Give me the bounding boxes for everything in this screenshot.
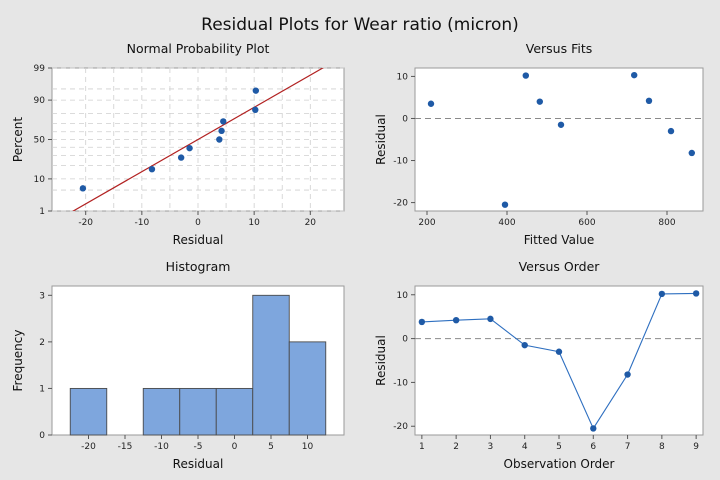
data-point xyxy=(522,72,529,79)
x-tick-label: 4 xyxy=(522,442,528,452)
y-axis-label: Residual xyxy=(374,335,388,386)
data-point xyxy=(418,318,426,326)
data-point xyxy=(252,106,259,114)
x-tick-label: -10 xyxy=(154,442,169,452)
y-tick-label: 0 xyxy=(402,114,408,124)
y-tick-label: 99 xyxy=(34,64,46,74)
data-point xyxy=(218,127,225,135)
y-tick-label: 50 xyxy=(34,136,46,146)
panel-versus-fits: Versus Fits Fitted Value Residual 200 400 600… xyxy=(374,41,704,247)
x-axis-label: Fitted Value xyxy=(524,233,595,247)
x-tick-label: 3 xyxy=(488,442,494,452)
histogram-bar xyxy=(142,387,181,436)
panel-title: Versus Order xyxy=(519,259,601,274)
x-tick-label: 10 xyxy=(302,442,314,452)
data-point xyxy=(216,136,223,143)
histogram-bar xyxy=(179,387,217,436)
data-point xyxy=(487,315,494,323)
x-tick-label: 2 xyxy=(453,442,459,452)
x-tick-label: -10 xyxy=(134,218,149,228)
data-point xyxy=(177,154,185,161)
x-axis-label: Residual xyxy=(173,457,224,471)
data-point xyxy=(148,165,156,173)
x-tick-label: 5 xyxy=(556,442,562,452)
data-point xyxy=(624,371,631,378)
histogram-bar xyxy=(252,294,290,436)
y-tick-label: 0 xyxy=(39,431,45,441)
figure-title: Residual Plots for Wear ratio (micron) xyxy=(201,15,519,35)
x-tick-label: -5 xyxy=(194,442,203,452)
y-tick-label: 1 xyxy=(39,384,45,394)
x-tick-label: 20 xyxy=(305,218,317,228)
data-point xyxy=(645,97,653,105)
data-point xyxy=(667,127,675,135)
x-tick-label: 1 xyxy=(419,442,425,452)
x-tick-label: -15 xyxy=(118,442,133,452)
x-tick-label: 6 xyxy=(590,442,596,452)
y-axis-label: Percent xyxy=(11,117,25,162)
y-tick-label: -20 xyxy=(393,199,408,209)
y-tick-label: -10 xyxy=(393,378,408,388)
plot-area xyxy=(414,67,704,212)
y-axis-label: Residual xyxy=(374,114,388,165)
panel-versus-order: Versus Order Observation Order Residual 1 2 3… xyxy=(374,259,704,471)
data-point xyxy=(658,290,666,298)
x-tick-label: 800 xyxy=(658,218,675,228)
y-tick-label: -10 xyxy=(393,157,408,167)
x-tick-label: 9 xyxy=(693,442,699,452)
panel-title: Versus Fits xyxy=(526,41,593,56)
x-tick-label: 200 xyxy=(418,218,435,228)
data-point xyxy=(521,341,528,349)
x-tick-label: -20 xyxy=(78,218,93,228)
y-tick-label: 0 xyxy=(402,335,408,345)
data-point xyxy=(79,185,87,192)
data-point xyxy=(186,144,193,152)
plot-area xyxy=(414,285,704,436)
y-tick-label: 2 xyxy=(39,338,45,348)
data-point xyxy=(501,201,509,208)
x-axis-label: Observation Order xyxy=(504,457,615,471)
x-tick-label: 0 xyxy=(232,442,238,452)
fit-line xyxy=(72,68,324,211)
y-tick-label: 10 xyxy=(397,291,409,301)
data-point xyxy=(590,425,597,432)
data-point xyxy=(557,121,565,128)
x-tick-label: -20 xyxy=(81,442,96,452)
y-axis-label: Frequency xyxy=(11,330,25,392)
x-tick-label: 10 xyxy=(248,218,260,228)
data-point xyxy=(555,348,563,355)
data-point xyxy=(631,71,638,79)
data-point xyxy=(220,118,227,125)
panel-title: Histogram xyxy=(166,259,231,274)
y-tick-label: 10 xyxy=(34,175,46,185)
data-point xyxy=(452,316,460,324)
data-point xyxy=(427,100,435,107)
x-tick-label: 600 xyxy=(578,218,595,228)
x-tick-label: 0 xyxy=(195,218,201,228)
histogram-bar xyxy=(69,387,108,436)
histogram-bar xyxy=(288,341,327,436)
panel-histogram: Histogram Residual Frequency -20 -15 -10 -5 0 5 1… xyxy=(11,259,345,471)
y-tick-label: 3 xyxy=(39,291,45,301)
data-point xyxy=(688,149,695,157)
y-tick-label: 90 xyxy=(34,96,46,106)
x-tick-label: 7 xyxy=(625,442,631,452)
x-axis-label: Residual xyxy=(173,233,224,247)
y-tick-label: 1 xyxy=(39,207,45,217)
x-tick-label: 8 xyxy=(659,442,665,452)
y-tick-label: -20 xyxy=(393,422,408,432)
x-tick-label: 400 xyxy=(498,218,515,228)
data-point xyxy=(692,290,700,297)
data-point xyxy=(536,98,543,105)
data-point xyxy=(252,87,260,94)
panel-normal-probability: Normal Probability Plot Residual Percent -2… xyxy=(11,41,345,247)
panel-title: Normal Probability Plot xyxy=(127,41,270,56)
x-tick-label: 5 xyxy=(268,442,274,452)
histogram-bar xyxy=(215,387,254,436)
y-tick-label: 10 xyxy=(397,72,409,82)
